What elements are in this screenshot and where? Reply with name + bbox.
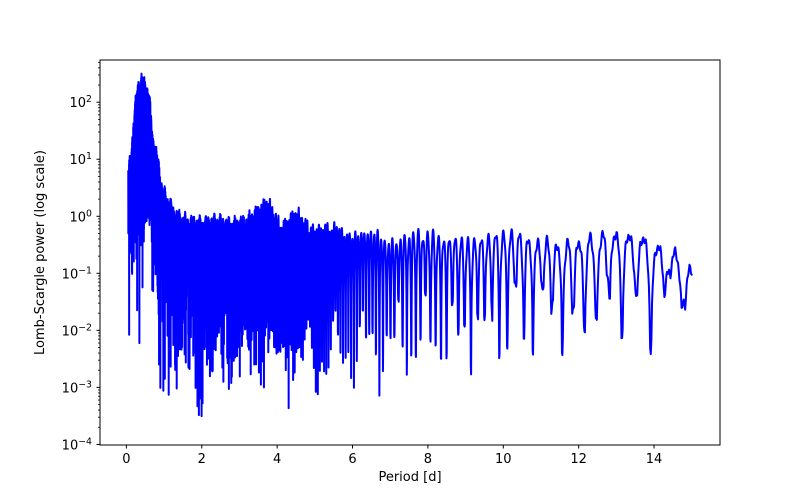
periodogram-line xyxy=(127,72,693,418)
plot-area xyxy=(127,72,693,418)
x-axis-major-ticks xyxy=(125,445,655,449)
x-tick-label: 14 xyxy=(646,452,663,467)
y-tick-label: 102 xyxy=(70,94,93,111)
y-axis-major-ticks xyxy=(96,101,100,445)
x-tick-label: 2 xyxy=(198,452,206,467)
y-axis-tick-labels: 102 101 100 10−1 10−2 10−3 10−4 xyxy=(62,94,92,453)
y-tick-label: 100 xyxy=(70,208,93,225)
y-tick-label: 10−4 xyxy=(62,436,92,453)
y-tick-label: 10−2 xyxy=(62,322,92,339)
plot-area-border xyxy=(99,59,721,446)
y-tick-label: 10−3 xyxy=(62,379,92,396)
x-tick-label: 12 xyxy=(570,452,587,467)
x-tick-label: 4 xyxy=(273,452,281,467)
x-tick-label: 10 xyxy=(495,452,512,467)
x-tick-label: 0 xyxy=(122,452,130,467)
x-tick-label: 6 xyxy=(348,452,356,467)
y-tick-label: 10−1 xyxy=(62,265,92,282)
y-axis-minor-ticks xyxy=(98,61,100,428)
y-tick-label: 101 xyxy=(70,151,93,168)
x-tick-label: 8 xyxy=(424,452,432,467)
y-axis-label: Lomb-Scargle power (log scale) xyxy=(33,150,48,355)
x-axis-label: Period [d] xyxy=(378,470,441,485)
x-axis-tick-labels: 0 2 4 6 8 10 12 14 xyxy=(122,452,662,467)
